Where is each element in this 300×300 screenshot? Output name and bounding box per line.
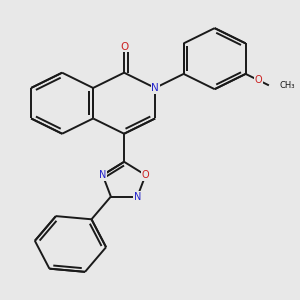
- Text: O: O: [255, 75, 262, 85]
- Text: N: N: [99, 170, 106, 180]
- Text: CH₃: CH₃: [279, 81, 295, 90]
- Text: O: O: [120, 42, 128, 52]
- Text: O: O: [142, 170, 149, 180]
- Text: N: N: [151, 83, 159, 93]
- Text: N: N: [134, 192, 141, 202]
